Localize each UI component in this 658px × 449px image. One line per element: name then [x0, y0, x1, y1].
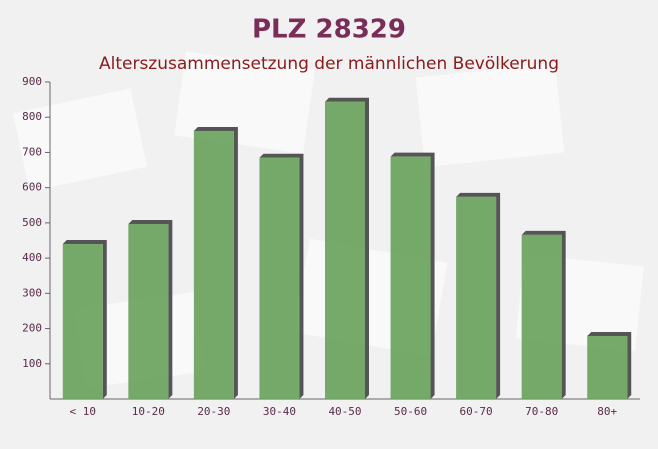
bar [128, 223, 169, 399]
x-tick-label: 70-80 [525, 405, 558, 418]
bar [325, 101, 365, 400]
x-tick-label: 60-70 [460, 405, 493, 418]
bar [193, 130, 234, 399]
bar [456, 196, 497, 399]
y-tick-label: 400 [22, 251, 42, 264]
y-tick-label: 200 [22, 322, 42, 335]
x-tick-label: 80+ [597, 405, 617, 418]
x-tick-label: 50-60 [394, 405, 427, 418]
y-tick-label: 600 [22, 181, 42, 194]
x-tick-label: 10-20 [132, 405, 165, 418]
bar [587, 335, 628, 399]
x-tick-label: 30-40 [263, 405, 296, 418]
x-tick-label: 40-50 [328, 405, 361, 418]
y-tick-label: 900 [22, 75, 42, 88]
chart-title: PLZ 28329 [252, 15, 406, 45]
y-tick-label: 100 [22, 357, 42, 370]
y-tick-label: 800 [22, 110, 42, 123]
y-tick-label: 300 [22, 286, 42, 299]
bar [62, 244, 103, 399]
x-tick-label: < 10 [70, 405, 97, 418]
y-tick-label: 700 [22, 145, 42, 158]
bar [259, 157, 300, 399]
bar [390, 156, 431, 399]
x-tick-label: 20-30 [197, 405, 230, 418]
bar [521, 234, 562, 399]
chart-subtitle: Alterszusammensetzung der männlichen Bev… [99, 54, 559, 74]
y-tick-label: 500 [22, 216, 42, 229]
